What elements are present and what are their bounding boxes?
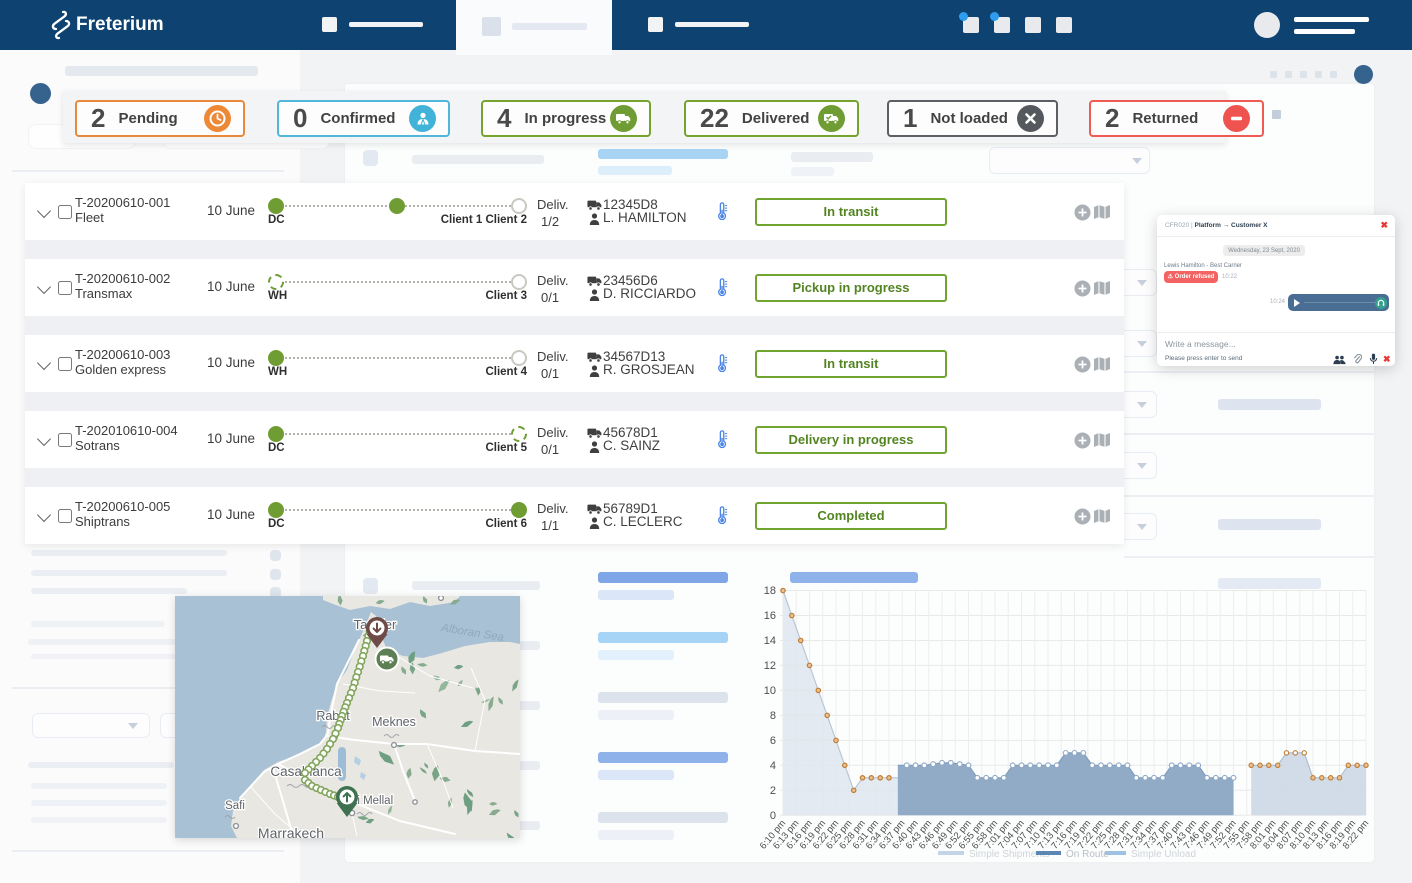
svg-text:18: 18 [764,585,776,597]
svg-text:Simple Shipments: Simple Shipments [969,849,1050,860]
svg-text:Meknes: Meknes [372,715,416,729]
svg-text:12: 12 [764,660,776,672]
svg-text:10: 10 [764,685,776,697]
svg-text:Safi: Safi [225,800,245,812]
svg-text:Marrakech: Marrakech [258,825,324,838]
svg-text:0: 0 [770,810,776,822]
svg-text:4: 4 [770,760,776,772]
svg-text:14: 14 [764,635,776,647]
svg-text:16: 16 [764,610,776,622]
svg-text:8: 8 [770,710,776,722]
svg-text:2: 2 [770,785,776,797]
svg-text:Simple Unload: Simple Unload [1131,849,1196,860]
svg-text:6: 6 [770,735,776,747]
svg-text:On Route: On Route [1066,849,1109,860]
